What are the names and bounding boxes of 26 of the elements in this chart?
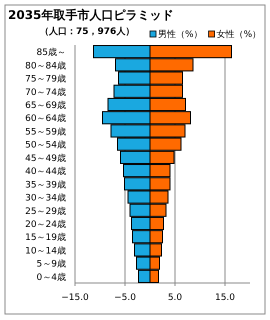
title: 2035年取手市人口ピラミッド [8, 8, 174, 22]
ytick: 0～4歳 [36, 272, 66, 283]
legend-label: 男性（%） [158, 29, 203, 40]
ytick: 10～14歳 [25, 246, 66, 256]
ytick: 70～74歳 [25, 88, 66, 98]
legend-label: 女性（%） [216, 29, 262, 40]
ytick: 45～49歳 [25, 154, 66, 164]
xtick: 5.0 [168, 293, 182, 303]
ytick: 85歳～ [36, 48, 66, 58]
ytick: 40～44歳 [25, 167, 66, 178]
ytick: 35～39歳 [25, 180, 66, 190]
ytick: 60～64歳 [25, 114, 66, 124]
xtick: 15.0 [214, 293, 236, 303]
ytick: 5～9歳 [36, 260, 66, 270]
subtitle: （人口：75，976人） [40, 27, 134, 37]
ytick: 55～59歳 [25, 127, 66, 138]
ytick: 80～84歳 [25, 61, 66, 72]
ytick: 75～79歳 [25, 74, 66, 85]
ytick: 30～34歳 [25, 194, 66, 204]
xtick: −5.0 [114, 293, 136, 303]
ytick: 20～24歳 [25, 220, 66, 230]
ytick: 15～19歳 [25, 233, 66, 244]
ytick: 50～54歳 [25, 140, 66, 151]
xtick: −15.0 [61, 293, 89, 303]
ytick: 25～29歳 [25, 206, 66, 217]
ytick: 65～69歳 [25, 101, 66, 111]
